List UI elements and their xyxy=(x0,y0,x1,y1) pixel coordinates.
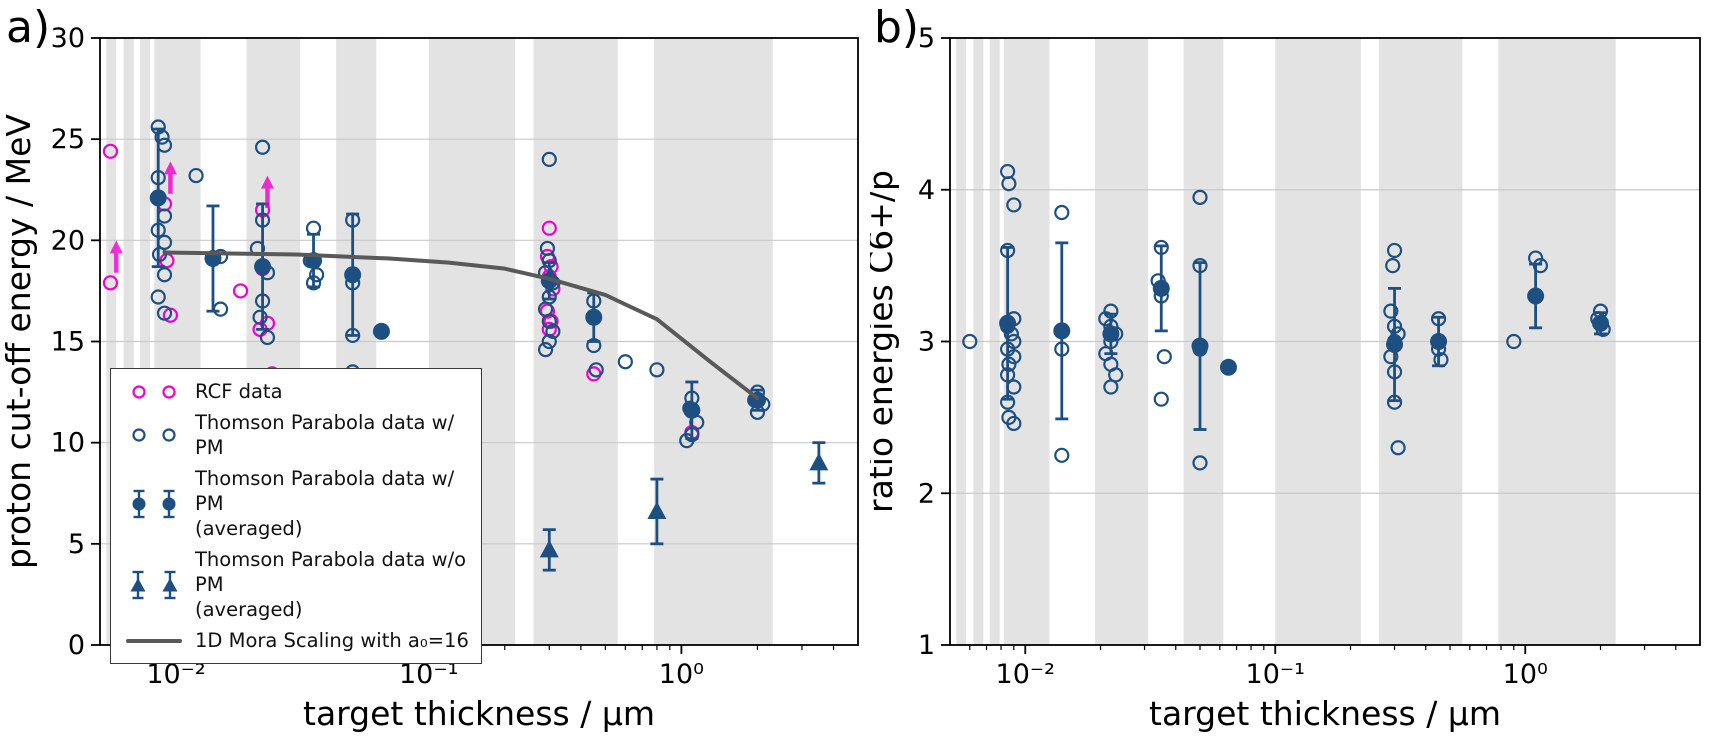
svg-text:10⁻²: 10⁻² xyxy=(146,659,205,690)
svg-text:target thickness / μm: target thickness / μm xyxy=(1149,694,1501,733)
legend-entry-tp-open: Thomson Parabola data w/ PM xyxy=(123,410,469,460)
legend-label: 1D Mora Scaling with a₀=16 xyxy=(195,629,469,652)
legend-entry-rcf: RCF data xyxy=(123,379,469,404)
svg-text:proton cut-off energy / MeV: proton cut-off energy / MeV xyxy=(0,114,38,569)
tp-nopm-errorbar-triangle-icon xyxy=(130,570,146,599)
tp-nopm-markers xyxy=(123,569,185,601)
mora-line-marker xyxy=(123,637,185,645)
svg-text:10⁰: 10⁰ xyxy=(1503,659,1548,690)
rcf-open-circle-icon xyxy=(132,384,146,399)
legend-label: Thomson Parabola data w/ PM xyxy=(195,411,455,459)
svg-text:ratio energies C6+/p: ratio energies C6+/p xyxy=(870,170,900,513)
rcf-markers xyxy=(123,383,185,401)
legend-entry-mora: 1D Mora Scaling with a₀=16 xyxy=(123,628,469,653)
svg-text:10⁰: 10⁰ xyxy=(659,659,704,690)
panel-b-label: b) xyxy=(874,2,920,53)
tp-avg-markers xyxy=(123,488,185,520)
svg-text:30: 30 xyxy=(51,23,85,54)
panel-a-label: a) xyxy=(6,2,51,53)
svg-text:15: 15 xyxy=(51,327,85,358)
legend-label: Thomson Parabola data w/o PM xyxy=(195,548,467,596)
legend-label: RCF data xyxy=(195,380,283,403)
legend-label: Thomson Parabola data w/ PM xyxy=(195,467,455,515)
rcf-open-circle-icon xyxy=(162,384,176,399)
tp-avg-errorbar-circle-icon xyxy=(162,489,176,518)
tp-open-markers xyxy=(123,426,185,444)
svg-text:5: 5 xyxy=(918,23,935,54)
tp-open-circle-icon xyxy=(132,428,146,442)
svg-text:0: 0 xyxy=(68,630,85,661)
svg-text:25: 25 xyxy=(51,124,85,155)
svg-text:10⁻²: 10⁻² xyxy=(996,659,1055,690)
svg-text:10⁻¹: 10⁻¹ xyxy=(1246,659,1305,690)
svg-text:target thickness / μm: target thickness / μm xyxy=(303,694,655,733)
legend-label-line2: (averaged) xyxy=(195,598,303,621)
legend-entry-tp-nopm: Thomson Parabola data w/o PM (averaged) xyxy=(123,547,469,622)
svg-text:10⁻¹: 10⁻¹ xyxy=(399,659,458,690)
tp-nopm-errorbar-triangle-icon xyxy=(162,570,178,599)
tp-avg-errorbar-circle-icon xyxy=(132,489,146,518)
tp-open-circle-icon xyxy=(162,428,176,442)
legend-label-line2: (averaged) xyxy=(195,517,303,540)
svg-text:20: 20 xyxy=(51,225,85,256)
svg-text:10: 10 xyxy=(51,428,85,459)
legend-entry-tp-avg: Thomson Parabola data w/ PM (averaged) xyxy=(123,466,469,541)
svg-text:5: 5 xyxy=(68,529,85,560)
legend: RCF data Thomson Parabola data w/ PM xyxy=(110,368,482,664)
svg-text:3: 3 xyxy=(918,327,935,358)
svg-text:1: 1 xyxy=(918,630,935,661)
panel-b-chart: 10⁻² 10⁻¹ 10⁰ 1 2 3 4 5 target thickness / μm rat… xyxy=(870,23,1701,733)
svg-text:2: 2 xyxy=(918,478,935,509)
mora-line-icon xyxy=(126,638,182,643)
svg-text:4: 4 xyxy=(918,175,935,206)
